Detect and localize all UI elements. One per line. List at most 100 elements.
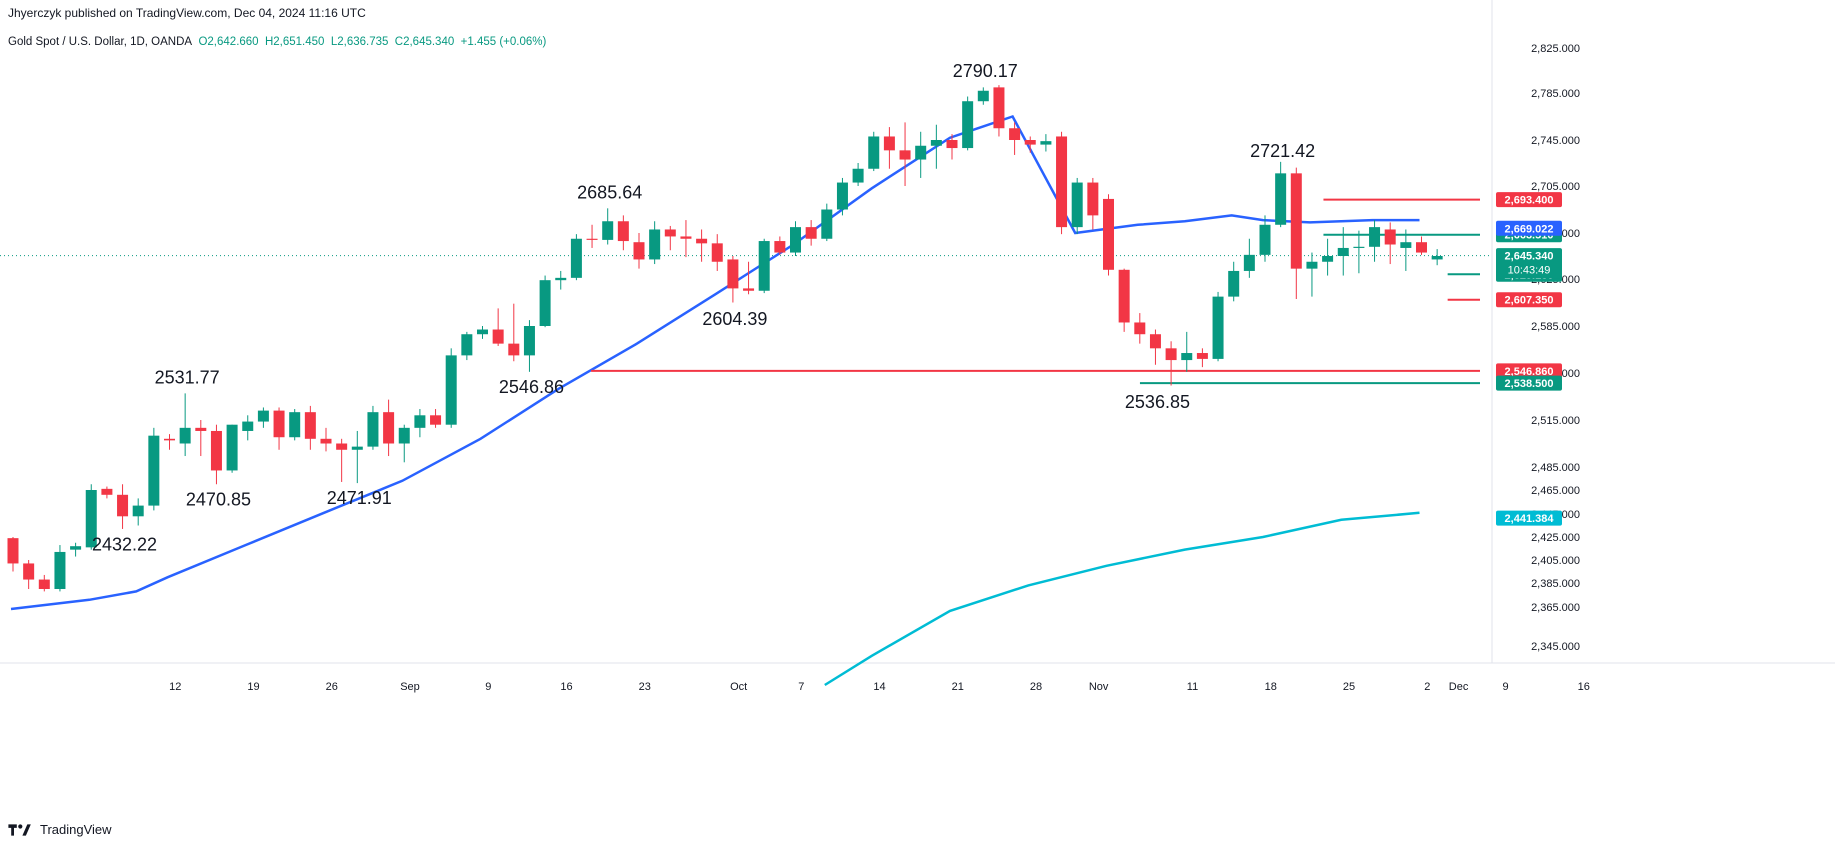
candle-body xyxy=(774,241,786,253)
price-annotation: 2604.39 xyxy=(702,309,767,329)
y-tick-label: 2,365.000 xyxy=(1531,602,1580,614)
candle-body xyxy=(915,145,927,160)
candle-body xyxy=(1431,256,1443,260)
candle-body xyxy=(711,243,723,262)
candle-body xyxy=(1212,296,1224,359)
candle-body xyxy=(23,563,35,580)
candle-body xyxy=(1243,254,1255,271)
candle-body xyxy=(1149,334,1161,349)
candle-body xyxy=(523,326,535,356)
candle-body xyxy=(1071,182,1083,228)
candle-body xyxy=(977,90,989,102)
candle-body xyxy=(586,238,598,240)
candle-body xyxy=(1337,247,1349,256)
price-annotation: 2546.86 xyxy=(499,377,564,397)
candle-body xyxy=(508,343,520,356)
ma-price-label-bg xyxy=(1496,510,1562,526)
candle-body xyxy=(696,238,708,244)
candle-body xyxy=(1416,242,1427,253)
moving-average-cyan-line xyxy=(824,511,1420,687)
ma-price-label-bg xyxy=(1496,220,1562,236)
symbol-name: Gold Spot / U.S. Dollar, 1D, OANDA xyxy=(8,36,193,48)
x-tick-label: Nov xyxy=(1089,681,1109,693)
candle-body xyxy=(1040,141,1052,145)
candle-body xyxy=(226,424,238,471)
y-tick-label: 2,485.000 xyxy=(1531,462,1580,474)
price-annotation: 2471.91 xyxy=(327,488,392,508)
level-price-label-bg xyxy=(1496,192,1562,208)
x-tick-label: 7 xyxy=(798,681,804,693)
y-tick-label: 2,705.000 xyxy=(1531,181,1580,193)
candle-body xyxy=(962,101,974,149)
candle-body xyxy=(758,241,770,291)
candle-body xyxy=(868,136,880,169)
candle-body xyxy=(743,288,755,291)
candle-body xyxy=(1306,261,1318,269)
candle-body xyxy=(304,412,316,439)
candle-body xyxy=(492,329,504,344)
y-tick-label: 2,515.000 xyxy=(1531,415,1580,427)
price-annotation: 2531.77 xyxy=(155,368,220,388)
price-annotation: 2536.85 xyxy=(1125,392,1190,412)
price-annotation: 2470.85 xyxy=(186,489,251,509)
level-price-label-bg xyxy=(1496,375,1562,391)
ma-price-label: 2,669.022 xyxy=(1505,223,1554,235)
candle-body xyxy=(1400,242,1412,248)
candle-body xyxy=(1369,227,1381,247)
y-tick-label: 2,425.000 xyxy=(1531,532,1580,544)
tradingview-brand[interactable]: TradingView xyxy=(8,822,112,837)
candle-body xyxy=(1165,348,1177,361)
candle-body xyxy=(930,140,942,146)
candle-body xyxy=(821,209,833,239)
x-tick-label: 28 xyxy=(1030,681,1042,693)
x-tick-label: 12 xyxy=(169,681,181,693)
candle-body xyxy=(664,229,676,237)
candle-body xyxy=(1353,246,1365,248)
candle-body xyxy=(617,221,629,242)
ma-price-label: 2,441.384 xyxy=(1505,513,1555,525)
y-tick-label: 2,585.000 xyxy=(1531,321,1580,333)
candle-body xyxy=(633,242,645,260)
x-tick-label: 9 xyxy=(485,681,491,693)
candle-body xyxy=(1024,140,1036,145)
price-annotation: 2721.42 xyxy=(1250,141,1315,161)
ohlc-high: H2,651.450 xyxy=(264,36,325,48)
candle-body xyxy=(477,329,488,335)
price-annotation: 2432.22 xyxy=(92,535,157,555)
candle-body xyxy=(210,430,222,471)
symbol-legend: Gold Spot / U.S. Dollar, 1D, OANDA O2,64… xyxy=(8,36,546,48)
price-annotation: 2790.17 xyxy=(953,61,1018,81)
x-tick-label: 26 xyxy=(326,681,338,693)
candle-body xyxy=(289,412,301,438)
x-tick-label: 21 xyxy=(952,681,964,693)
candle-body xyxy=(993,87,1005,129)
candle-body xyxy=(179,427,191,444)
candle-body xyxy=(461,334,473,356)
level-price-label: 2,546.860 xyxy=(1505,366,1554,378)
level-price-label-bg xyxy=(1496,292,1562,308)
candle-body xyxy=(539,280,551,326)
x-tick-label: 25 xyxy=(1343,681,1355,693)
x-tick-label: Oct xyxy=(730,681,747,693)
level-price-label: 2,607.350 xyxy=(1505,295,1554,307)
candle-body xyxy=(273,410,285,438)
ohlc-low: L2,636.735 xyxy=(330,36,389,48)
y-tick-label: 2,745.000 xyxy=(1531,135,1580,147)
candle-body xyxy=(946,140,958,149)
candle-body xyxy=(195,427,207,431)
candle-body xyxy=(148,435,160,506)
ohlc-change: +1.455 (+0.06%) xyxy=(460,36,547,48)
x-tick-label: 23 xyxy=(639,681,651,693)
candle-body xyxy=(1259,224,1271,255)
x-tick-label: 2 xyxy=(1424,681,1430,693)
candle-body xyxy=(1134,322,1146,335)
candle-body xyxy=(555,277,567,281)
candle-body xyxy=(727,259,739,289)
y-tick-label: 2,465.000 xyxy=(1531,485,1580,497)
candle-body xyxy=(398,427,410,444)
y-tick-label: 2,825.000 xyxy=(1531,43,1580,55)
level-price-label: 2,538.500 xyxy=(1505,378,1554,390)
candle-body xyxy=(1290,173,1302,269)
candle-body xyxy=(805,227,817,239)
